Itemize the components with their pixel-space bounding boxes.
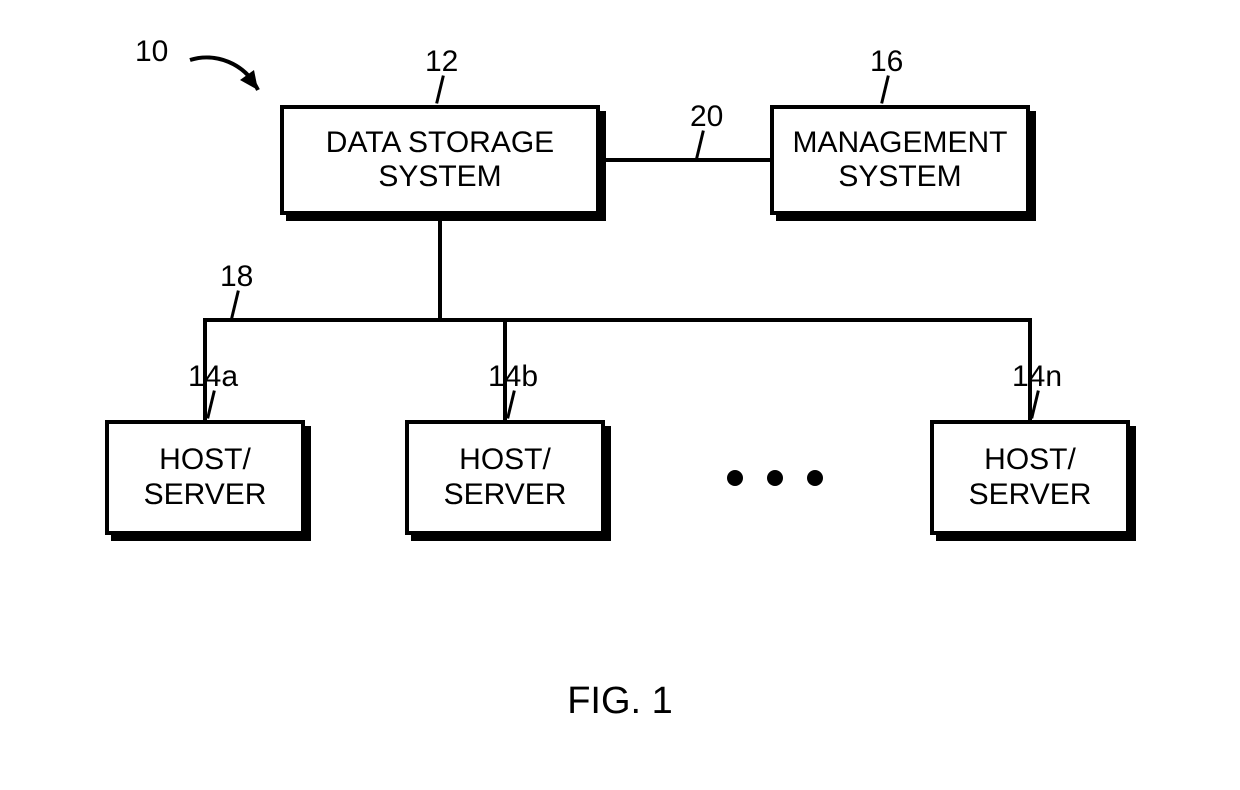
node-label: DATA STORAGE SYSTEM: [326, 126, 554, 195]
ref-label-12: 12: [425, 45, 458, 79]
ref-label-16: 16: [870, 45, 903, 79]
node-management-system: MANAGEMENT SYSTEM: [770, 105, 1030, 215]
diagram-canvas: DATA STORAGE SYSTEM MANAGEMENT SYSTEM HO…: [0, 0, 1240, 790]
ref-label-18: 18: [220, 260, 253, 294]
connection-lines: [0, 0, 1240, 790]
ellipsis-dot: [807, 470, 823, 486]
node-host-server-a: HOST/ SERVER: [105, 420, 305, 535]
node-label: HOST/ SERVER: [969, 443, 1092, 512]
ref-label-14a: 14a: [188, 360, 238, 394]
ellipsis-dot: [767, 470, 783, 486]
node-data-storage-system: DATA STORAGE SYSTEM: [280, 105, 600, 215]
figure-caption: FIG. 1: [0, 680, 1240, 723]
ellipsis-dot: [727, 470, 743, 486]
node-label: HOST/ SERVER: [444, 443, 567, 512]
node-host-server-b: HOST/ SERVER: [405, 420, 605, 535]
ref-label-20: 20: [690, 100, 723, 134]
node-host-server-n: HOST/ SERVER: [930, 420, 1130, 535]
ref-label-14b: 14b: [488, 360, 538, 394]
node-label: HOST/ SERVER: [144, 443, 267, 512]
node-label: MANAGEMENT SYSTEM: [792, 126, 1007, 195]
ref-label-10: 10: [135, 35, 168, 69]
ref-label-14n: 14n: [1012, 360, 1062, 394]
